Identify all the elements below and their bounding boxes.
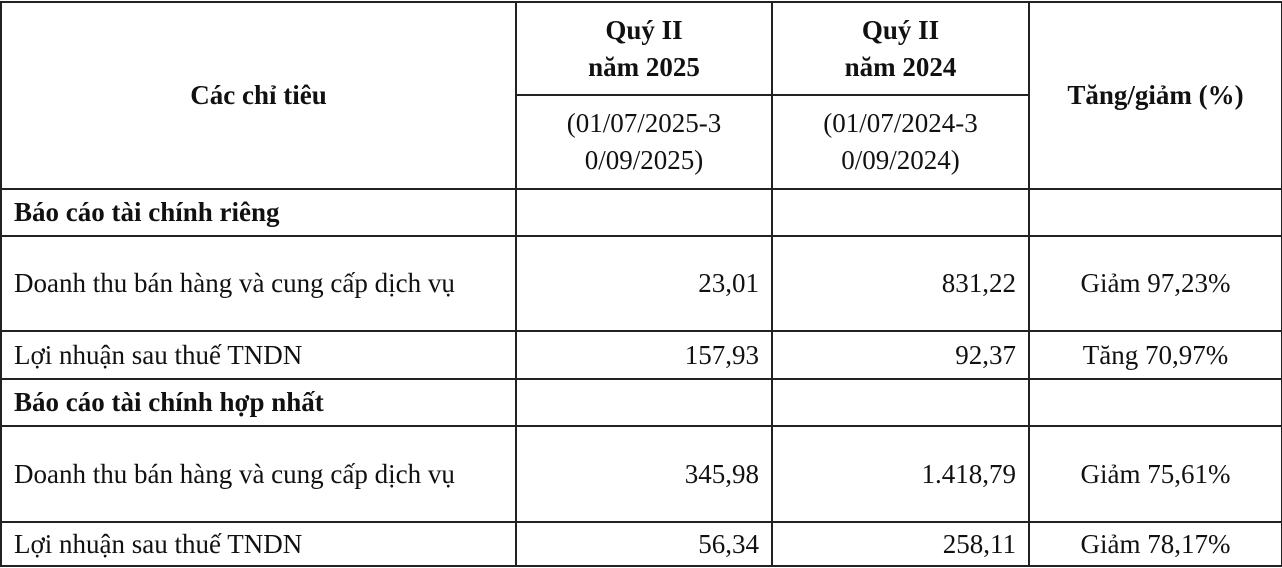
value-2025: 157,93 [515, 330, 773, 380]
value-2024: 1.418,79 [771, 425, 1030, 523]
change-value: Giảm 78,17% [1028, 521, 1282, 567]
row-label: Doanh thu bán hàng và cung cấp dịch vụ [0, 235, 517, 332]
change-value: Giảm 97,23% [1028, 235, 1282, 332]
header-q2-2024-period: (01/07/2024-30/09/2024) [771, 94, 1030, 190]
value-2024: 831,22 [771, 235, 1030, 332]
header-q2-2025: Quý II năm 2025 [515, 1, 773, 96]
value-2024: 92,37 [771, 330, 1030, 380]
header-change: Tăng/giảm (%) [1028, 1, 1282, 190]
section-title: Báo cáo tài chính riêng [0, 188, 517, 237]
table-row: Doanh thu bán hàng và cung cấp dịch vụ 3… [0, 425, 1282, 523]
header-q2-2024: Quý II năm 2024 [771, 1, 1030, 96]
change-value: Tăng 70,97% [1028, 330, 1282, 380]
header-indicator: Các chỉ tiêu [0, 1, 517, 190]
section-row: Báo cáo tài chính riêng [0, 188, 1282, 237]
row-label: Doanh thu bán hàng và cung cấp dịch vụ [0, 425, 517, 523]
table-row: Lợi nhuận sau thuế TNDN 56,34 258,11 Giả… [0, 521, 1282, 567]
value-2024: 258,11 [771, 521, 1030, 567]
value-2025: 23,01 [515, 235, 773, 332]
row-label: Lợi nhuận sau thuế TNDN [0, 521, 517, 567]
change-value: Giảm 75,61% [1028, 425, 1282, 523]
table-row: Doanh thu bán hàng và cung cấp dịch vụ 2… [0, 235, 1282, 332]
value-2025: 345,98 [515, 425, 773, 523]
table-row: Lợi nhuận sau thuế TNDN 157,93 92,37 Tăn… [0, 330, 1282, 380]
value-2025: 56,34 [515, 521, 773, 567]
row-label: Lợi nhuận sau thuế TNDN [0, 330, 517, 380]
section-title: Báo cáo tài chính hợp nhất [0, 378, 517, 427]
section-row: Báo cáo tài chính hợp nhất [0, 378, 1282, 427]
header-q2-2025-period: (01/07/2025-30/09/2025) [515, 94, 773, 190]
